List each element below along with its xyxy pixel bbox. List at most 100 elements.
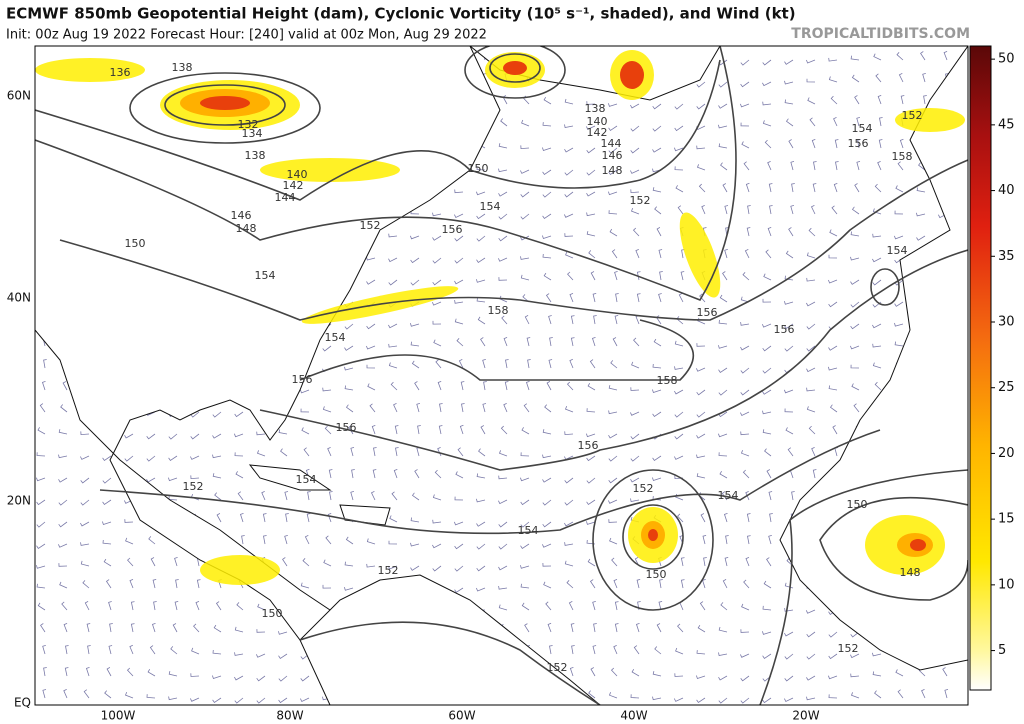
wind-barb	[696, 650, 706, 655]
wind-barb	[565, 251, 574, 259]
wind-barb	[768, 491, 773, 501]
wind-barb	[102, 499, 112, 506]
wind-barb	[498, 585, 508, 590]
cuba	[248, 464, 332, 491]
wind-barb	[592, 645, 597, 655]
wind-barb	[784, 99, 794, 105]
wind-barb	[850, 55, 860, 61]
wind-barb	[498, 168, 508, 173]
wind-barb	[282, 557, 288, 567]
wind-barb	[300, 675, 310, 682]
contour-label: 136	[110, 66, 131, 79]
wind-barb	[769, 205, 773, 215]
wind-barb	[42, 689, 47, 699]
wind-barb	[850, 323, 860, 330]
wind-barb	[80, 431, 90, 436]
wind-barb	[548, 315, 552, 325]
wind-barb	[461, 403, 465, 413]
wind-barb	[454, 279, 464, 285]
wind-barb	[285, 513, 289, 523]
contour-label: 150	[468, 162, 489, 175]
wind-barb	[718, 124, 728, 129]
lon-label: 100W	[101, 709, 136, 723]
wind-barb	[894, 279, 904, 286]
contour-label: 138	[585, 102, 606, 115]
wind-barb	[454, 496, 464, 501]
wind-barb	[410, 565, 420, 571]
wind-barb	[675, 185, 684, 193]
wind-barb	[80, 499, 90, 506]
wind-barb	[630, 455, 640, 462]
wind-barb	[542, 454, 552, 459]
wind-barb	[762, 298, 772, 303]
wind-barb	[212, 675, 222, 680]
wind-barb	[125, 537, 134, 545]
wind-barb	[344, 345, 354, 351]
wind-barb	[587, 558, 596, 567]
wind-barb	[856, 161, 861, 171]
wind-barb	[106, 667, 112, 677]
wind-barb	[763, 273, 772, 281]
wind-barb	[630, 103, 640, 109]
wind-barb	[742, 272, 750, 281]
wind-barb	[784, 675, 794, 682]
wind-barb	[746, 513, 751, 523]
wind-barb	[673, 697, 684, 702]
contour-label: 154	[887, 244, 908, 257]
wind-barb	[805, 609, 816, 614]
wind-barb	[745, 491, 750, 501]
wind-barb	[872, 279, 882, 286]
wind-barb	[213, 624, 222, 633]
wind-barb	[306, 513, 311, 523]
wind-barb	[784, 275, 794, 281]
wind-barb	[454, 521, 464, 526]
wind-barb	[124, 433, 134, 439]
wind-barb	[545, 293, 552, 303]
wind-barb	[564, 477, 574, 484]
wind-barb	[388, 362, 398, 369]
wind-barb	[566, 381, 574, 391]
wind-barb	[39, 403, 46, 413]
wind-barb	[458, 359, 464, 369]
wind-barb	[828, 675, 838, 680]
wind-barb	[784, 631, 794, 637]
wind-barb	[520, 191, 530, 198]
wind-barb	[811, 139, 816, 149]
wind-barb	[549, 645, 553, 655]
wind-barb	[147, 669, 156, 677]
wind-barb	[130, 623, 135, 633]
contour-label: 148	[236, 222, 257, 235]
contour-label: 150	[847, 498, 868, 511]
wind-barb	[303, 447, 310, 457]
wind-barb	[324, 425, 332, 435]
contour-label: 158	[488, 304, 509, 317]
wind-barb	[568, 601, 574, 611]
contour-label: 156	[578, 439, 599, 452]
wind-barb	[608, 499, 618, 504]
contour-label: 152	[360, 219, 381, 232]
colorbar-tick-label: 20	[998, 446, 1015, 461]
wind-barb	[569, 667, 574, 677]
wind-barb	[102, 455, 112, 462]
wind-barb	[234, 652, 244, 656]
wind-barb	[828, 653, 838, 660]
wind-barb	[835, 161, 839, 171]
wind-barb	[476, 587, 486, 592]
wind-barb	[894, 301, 904, 307]
contour-label: 154	[255, 269, 276, 282]
wind-barb	[236, 602, 244, 611]
contour-label: 154	[718, 489, 739, 502]
wind-barb	[498, 257, 508, 262]
wind-barb	[344, 561, 354, 567]
wind-barb	[740, 450, 750, 457]
wind-barb	[58, 543, 68, 548]
wind-barb	[548, 359, 553, 369]
wind-barb	[410, 279, 420, 286]
wind-barb	[454, 235, 464, 242]
wind-barb	[900, 95, 905, 105]
wind-barb	[920, 51, 926, 61]
wind-barb	[813, 161, 817, 171]
contour-label: 152	[902, 109, 923, 122]
wind-barb	[828, 694, 838, 699]
wind-barb	[498, 499, 508, 505]
